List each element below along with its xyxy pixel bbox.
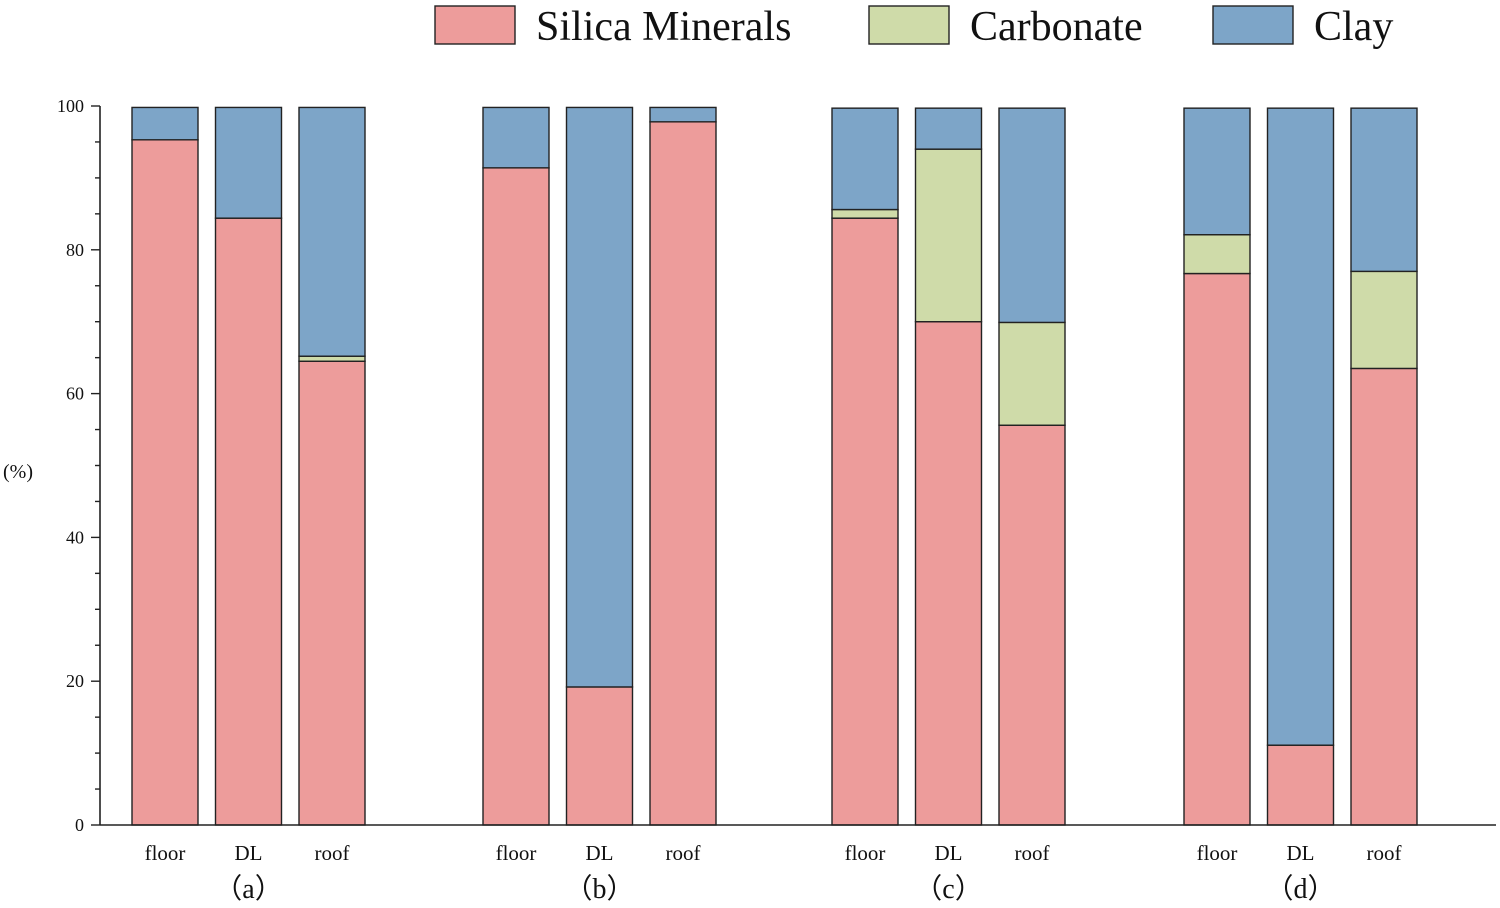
y-tick-label: 40 — [66, 527, 84, 547]
bar-category-label: roof — [666, 841, 701, 865]
bar-segment-silica-minerals — [565, 686, 634, 826]
legend-label: Carbonate — [970, 4, 1143, 50]
y-axis-label: (%) — [3, 461, 33, 483]
y-tick-label: 80 — [66, 240, 84, 260]
legend-swatch — [868, 5, 950, 45]
bar-segment-carbonate — [998, 321, 1066, 426]
bar-group — [831, 107, 1066, 826]
bar-category-label: DL — [935, 841, 963, 865]
bar-category-label: DL — [1287, 841, 1315, 865]
bar-category-label: floor — [496, 841, 537, 865]
bar-segment-silica-minerals — [831, 217, 899, 826]
bar-segment-clay — [1350, 107, 1418, 273]
bar-segment-clay — [214, 106, 283, 219]
bar-category-label: roof — [1367, 841, 1402, 865]
bar-segment-silica-minerals — [1350, 367, 1418, 826]
bar-category-label: DL — [586, 841, 614, 865]
bar-segment-carbonate — [298, 355, 366, 362]
group-label: （a） — [214, 873, 282, 905]
y-tick-label: 20 — [66, 671, 84, 691]
bar-segment-silica-minerals — [1266, 744, 1335, 826]
bar-segment-clay — [831, 107, 899, 211]
bar-segment-clay — [998, 107, 1066, 324]
bar-category-label: floor — [845, 841, 886, 865]
bar-segment-silica-minerals — [131, 139, 199, 826]
bar-segment-silica-minerals — [649, 121, 717, 826]
bar-category-label: floor — [145, 841, 186, 865]
legend-label: Silica Minerals — [536, 4, 791, 50]
bar-segment-carbonate — [1350, 270, 1418, 370]
bar-segment-clay — [1266, 107, 1335, 746]
legend-swatch — [1212, 5, 1294, 45]
group-label: （b） — [564, 873, 634, 905]
y-tick-label: 60 — [66, 384, 84, 404]
y-tick-label: 100 — [57, 96, 84, 116]
bar-segment-silica-minerals — [914, 321, 983, 826]
legend-swatch — [434, 5, 516, 45]
legend-item: Carbonate — [868, 4, 1143, 50]
bar-group — [1183, 107, 1418, 826]
bar-category-label: roof — [315, 841, 350, 865]
x-axis: floor DL roof （a） floor DL roof （b） floor DL roof （… — [100, 824, 1496, 905]
bar-segment-silica-minerals — [214, 217, 283, 826]
bar-segment-silica-minerals — [1183, 272, 1251, 826]
legend-item: Clay — [1212, 4, 1393, 50]
legend-label: Clay — [1314, 4, 1393, 50]
group-label: （d） — [1265, 873, 1335, 905]
bar-segment-clay — [649, 106, 717, 123]
bars — [131, 106, 1418, 826]
bar-segment-clay — [131, 106, 199, 141]
bar-segment-clay — [482, 106, 550, 169]
y-axis: 0 20 40 60 80 100 (%) — [3, 96, 101, 835]
bar-category-label: floor — [1197, 841, 1238, 865]
bar-segment-silica-minerals — [998, 424, 1066, 826]
y-tick-label: 0 — [75, 815, 84, 835]
bar-segment-silica-minerals — [298, 360, 366, 826]
bar-group — [482, 106, 717, 826]
bar-segment-clay — [914, 107, 983, 150]
bar-category-label: DL — [235, 841, 263, 865]
bar-segment-carbonate — [831, 208, 899, 219]
bar-segment-clay — [565, 106, 634, 688]
bar-segment-silica-minerals — [482, 167, 550, 826]
bar-segment-clay — [1183, 107, 1251, 236]
legend: Silica Minerals Carbonate Clay — [434, 4, 1393, 50]
group-label: （c） — [914, 873, 982, 905]
legend-item: Silica Minerals — [434, 4, 791, 50]
bar-category-label: roof — [1015, 841, 1050, 865]
bar-segment-carbonate — [914, 148, 983, 323]
bar-group — [131, 106, 366, 826]
bar-segment-carbonate — [1183, 234, 1251, 275]
bar-segment-clay — [298, 106, 366, 357]
